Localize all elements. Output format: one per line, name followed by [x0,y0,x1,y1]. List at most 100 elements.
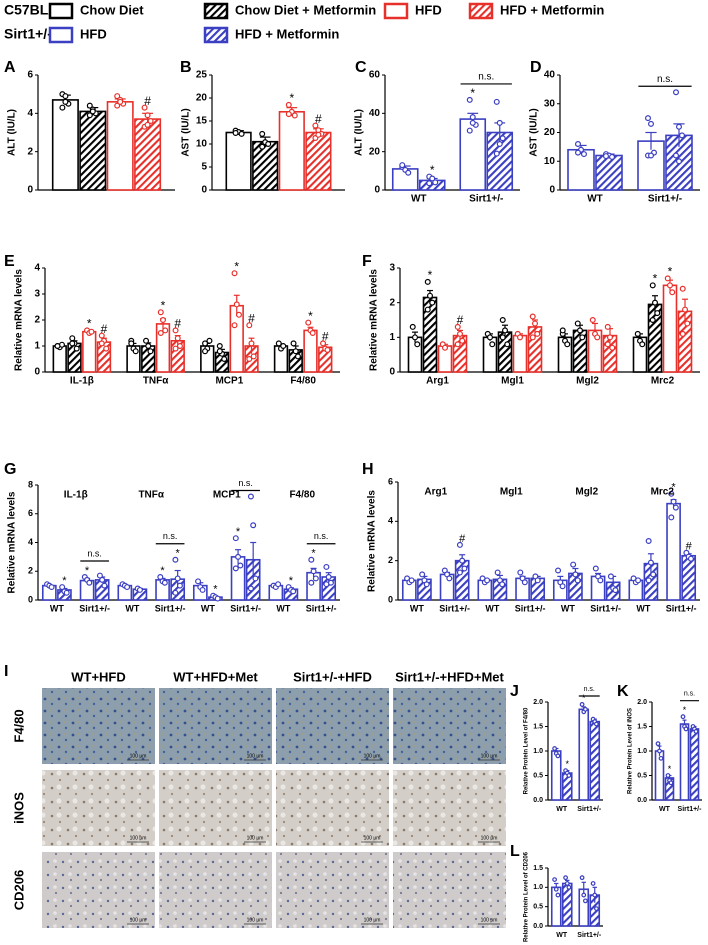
data-point [454,323,461,330]
bar [252,140,279,191]
data-point [650,571,657,578]
data-point [459,557,466,564]
significance-mark: * [289,575,294,587]
x-tick-label: Sirt1+/- [306,603,337,613]
data-point [574,577,581,584]
x-tick-label: Sirt1+/- [577,932,602,939]
data-point [668,780,674,786]
data-point [176,343,183,350]
data-point [292,348,299,355]
data-point [457,330,464,337]
significance-mark: * [565,759,569,769]
data-point [559,583,566,590]
data-point [99,576,106,583]
data-point [174,335,181,342]
y-tick-label: 20 [196,93,208,104]
significance-mark: * [236,526,241,538]
data-point [654,310,661,317]
data-point [275,340,282,347]
x-tick-label: Sirt1+/- [79,603,110,613]
y-tick-label: 0 [28,594,33,604]
y-tick-label: 0 [201,185,207,196]
y-tick-label: 2 [389,297,395,308]
data-point [583,706,588,712]
data-point [645,537,652,544]
x-tick-label: WT [276,603,290,613]
y-tick-label: 40 [544,70,556,81]
data-point [517,569,524,576]
y-tick-label: 0 [388,594,393,604]
bar [225,131,252,191]
y-axis-label: AST (IU/L) [181,108,192,156]
y-tick-label: 0 [34,367,40,378]
y-tick-label: 1.0 [533,748,543,755]
data-point [325,573,332,580]
x-tick-label: F4/80 [290,376,316,387]
bar [303,329,318,373]
significance-mark: # [322,330,329,344]
data-point [680,714,686,720]
data-point [235,311,242,318]
micrograph [42,852,155,928]
y-tick-label: 2 [388,555,393,565]
data-point [553,886,559,892]
data-point [216,348,223,355]
x-tick-label: WT [636,603,650,613]
data-point [206,337,213,344]
data-point [564,341,571,348]
data-point [668,490,675,497]
data-point [252,575,259,582]
data-point [86,112,93,119]
y-tick-label: 0.0 [533,797,543,804]
data-point [499,317,506,324]
y-tick-label: 4 [388,516,393,526]
y-tick-label: 1 [34,341,40,352]
data-point [683,726,689,732]
data-point [172,327,179,334]
data-point [583,898,588,904]
y-tick-label: 10 [196,139,208,150]
data-point [493,150,500,157]
data-point [574,320,581,327]
significance-mark: * [176,548,181,560]
data-point [469,114,476,121]
data-point [592,892,598,898]
data-point [259,143,266,150]
x-tick-label: WT [556,932,568,939]
data-point [574,149,581,156]
data-point [572,571,579,578]
legend-swatch [203,26,229,44]
data-point [570,561,577,568]
data-point [609,344,616,351]
data-point [247,493,254,500]
panel-letter: B [180,59,192,76]
data-point [675,158,682,165]
data-point [86,102,93,109]
scale-bar-label: 100 μm [481,753,498,759]
significance-mark: # [315,112,322,126]
y-tick-label: 0.0 [637,797,647,804]
data-point [147,117,154,124]
data-point [246,322,253,329]
data-point [555,567,562,574]
data-point [305,319,312,326]
data-point [606,334,613,341]
micrograph [276,770,389,846]
panel-letter: J [510,683,519,700]
y-tick-label: 0.5 [637,772,647,779]
x-tick-label: WT [411,194,427,205]
x-tick-label: WT [201,603,215,613]
panel-letter: I [4,663,8,680]
data-point [69,340,76,347]
data-point [675,123,682,130]
significance-mark: * [683,705,687,715]
x-tick-label: WT [410,603,424,613]
bar [278,111,305,191]
data-point [684,320,691,327]
data-point [552,877,557,882]
row-label: iNOS [11,792,26,824]
data-point [238,130,245,137]
data-point [679,285,686,292]
micrograph [159,852,272,928]
panel-letter: K [617,683,629,700]
